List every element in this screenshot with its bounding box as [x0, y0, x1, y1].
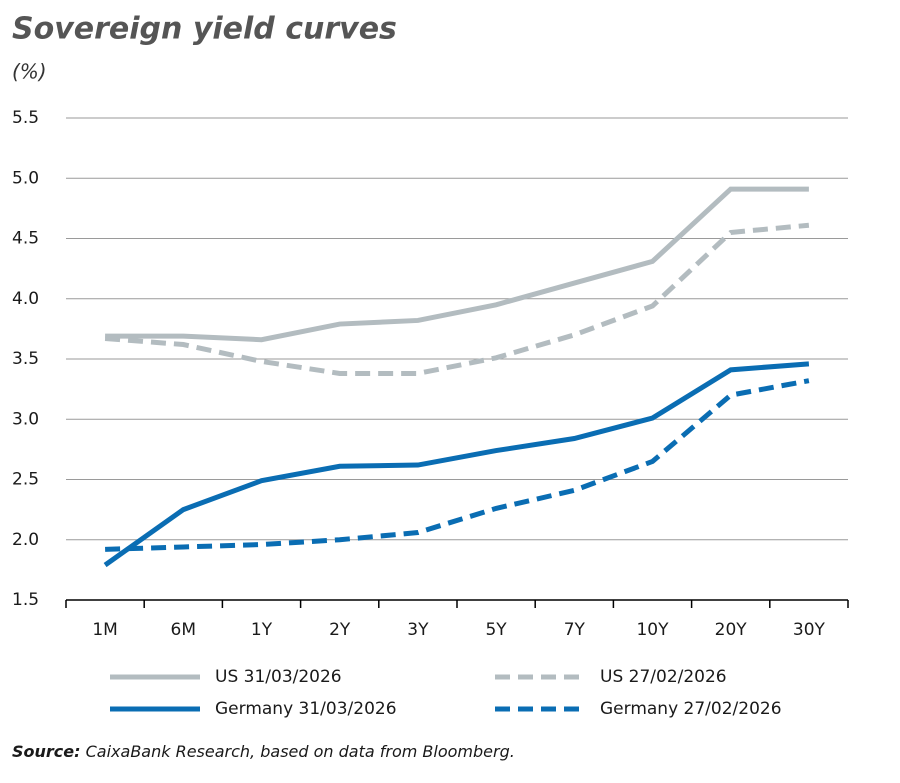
- chart-title: Sovereign yield curves: [12, 12, 397, 47]
- y-tick-label: 5.0: [12, 168, 39, 188]
- x-tick-label: 5Y: [485, 620, 507, 640]
- y-tick-label: 5.5: [12, 108, 39, 128]
- x-tick-label: 10Y: [636, 620, 669, 640]
- y-tick-label: 2.5: [12, 470, 39, 490]
- x-tick-label: 3Y: [407, 620, 429, 640]
- y-tick-label: 4.5: [12, 229, 39, 249]
- y-tick-label: 3.5: [12, 349, 39, 369]
- series-line: [103, 361, 810, 568]
- source-label: Source:: [12, 742, 81, 761]
- source-text: CaixaBank Research, based on data from B…: [86, 742, 515, 761]
- y-tick-label: 3.0: [12, 409, 39, 429]
- x-tick-label: 20Y: [715, 620, 748, 640]
- x-tick-label: 2Y: [329, 620, 351, 640]
- legend-label: US 27/02/2026: [600, 667, 727, 687]
- source: Source: CaixaBank Research, based on dat…: [12, 742, 515, 761]
- x-tick-label: 6M: [171, 620, 196, 640]
- x-tick-label: 7Y: [564, 620, 586, 640]
- x-tick-label: 1Y: [251, 620, 273, 640]
- legend-label: US 31/03/2026: [215, 667, 342, 687]
- x-tick-label: 1M: [92, 620, 117, 640]
- chart-subtitle: (%): [12, 60, 47, 84]
- y-tick-label: 1.5: [12, 590, 39, 610]
- series-line: [105, 378, 810, 552]
- y-tick-label: 4.0: [12, 289, 39, 309]
- legend-label: Germany 27/02/2026: [600, 699, 782, 719]
- legend-label: Germany 31/03/2026: [215, 699, 397, 719]
- series-line: [104, 222, 810, 376]
- x-tick-label: 30Y: [793, 620, 826, 640]
- y-tick-label: 2.0: [12, 530, 39, 550]
- series-line: [105, 186, 809, 343]
